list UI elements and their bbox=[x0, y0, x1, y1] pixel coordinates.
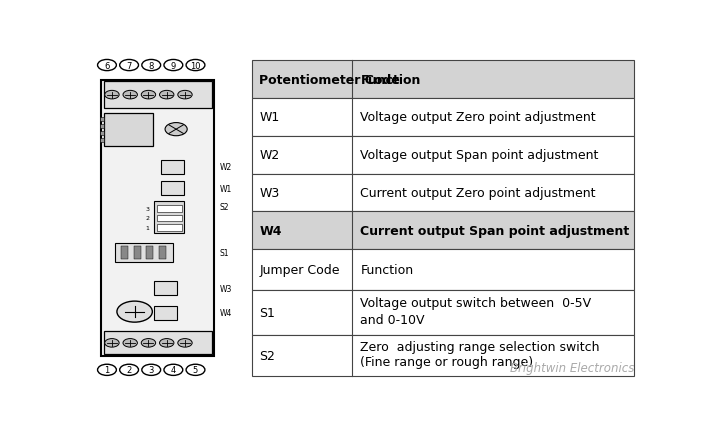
Text: S1: S1 bbox=[259, 306, 275, 319]
Bar bbox=[253, 136, 634, 174]
Bar bbox=[100, 132, 104, 136]
Bar bbox=[253, 61, 634, 99]
Text: S2: S2 bbox=[259, 349, 275, 362]
Text: 7: 7 bbox=[126, 61, 132, 70]
Bar bbox=[253, 250, 634, 291]
Text: Zero  adjusting range selection switch: Zero adjusting range selection switch bbox=[361, 340, 600, 353]
Text: 3: 3 bbox=[146, 207, 149, 211]
Bar bbox=[161, 181, 184, 196]
Circle shape bbox=[159, 91, 174, 100]
Text: 4: 4 bbox=[171, 366, 176, 374]
Text: W1: W1 bbox=[219, 184, 231, 193]
Circle shape bbox=[141, 339, 156, 347]
Text: 2: 2 bbox=[126, 366, 131, 374]
Circle shape bbox=[123, 339, 137, 347]
Text: W1: W1 bbox=[259, 111, 279, 124]
Text: Jumper Code: Jumper Code bbox=[259, 264, 340, 276]
Text: 6: 6 bbox=[104, 61, 110, 70]
Text: and 0-10V: and 0-10V bbox=[361, 313, 425, 326]
Bar bbox=[161, 160, 184, 174]
Text: 3: 3 bbox=[149, 366, 154, 374]
Bar bbox=[104, 82, 211, 109]
Bar bbox=[104, 113, 154, 146]
Text: 2: 2 bbox=[146, 216, 149, 221]
Bar bbox=[100, 139, 104, 143]
Bar bbox=[101, 81, 213, 356]
Text: 9: 9 bbox=[171, 61, 176, 70]
Bar bbox=[159, 246, 166, 259]
Bar bbox=[253, 99, 634, 136]
Text: W2: W2 bbox=[259, 149, 279, 162]
Circle shape bbox=[117, 302, 152, 322]
Text: W4: W4 bbox=[259, 224, 281, 237]
Text: Potentiometer Code: Potentiometer Code bbox=[259, 73, 400, 86]
Bar bbox=[154, 306, 177, 320]
Text: 5: 5 bbox=[193, 366, 198, 374]
Text: W2: W2 bbox=[219, 163, 231, 172]
Bar bbox=[100, 118, 104, 121]
Bar bbox=[253, 291, 634, 335]
Text: (Fine range or rough range): (Fine range or rough range) bbox=[361, 355, 533, 368]
Circle shape bbox=[123, 91, 137, 100]
Bar bbox=[154, 282, 177, 296]
Text: Function: Function bbox=[361, 73, 421, 86]
Text: Brightwin Electronics: Brightwin Electronics bbox=[510, 361, 634, 374]
Bar bbox=[157, 225, 181, 231]
Bar bbox=[134, 246, 141, 259]
Text: Voltage output Span point adjustment: Voltage output Span point adjustment bbox=[361, 149, 599, 162]
Text: W4: W4 bbox=[219, 309, 231, 318]
Bar bbox=[100, 124, 104, 129]
Bar bbox=[253, 212, 634, 250]
Bar bbox=[104, 331, 211, 354]
Text: Function: Function bbox=[361, 264, 413, 276]
Text: S1: S1 bbox=[219, 248, 228, 257]
Text: S2: S2 bbox=[219, 202, 228, 211]
Bar bbox=[253, 335, 634, 376]
Text: Voltage output switch between  0-5V: Voltage output switch between 0-5V bbox=[361, 296, 591, 309]
Circle shape bbox=[141, 91, 156, 100]
Bar bbox=[115, 243, 174, 263]
Bar bbox=[146, 246, 154, 259]
Circle shape bbox=[178, 91, 192, 100]
Circle shape bbox=[165, 123, 187, 136]
Circle shape bbox=[159, 339, 174, 347]
Text: W3: W3 bbox=[259, 187, 279, 199]
Text: Current output Span point adjustment: Current output Span point adjustment bbox=[361, 224, 630, 237]
Text: W3: W3 bbox=[219, 284, 231, 293]
Bar bbox=[157, 206, 181, 212]
Bar bbox=[157, 215, 181, 222]
Text: 1: 1 bbox=[146, 225, 149, 230]
Bar bbox=[154, 202, 184, 233]
Text: Voltage output Zero point adjustment: Voltage output Zero point adjustment bbox=[361, 111, 596, 124]
Text: 1: 1 bbox=[104, 366, 109, 374]
Text: 8: 8 bbox=[149, 61, 154, 70]
Circle shape bbox=[105, 339, 119, 347]
Circle shape bbox=[105, 91, 119, 100]
Bar bbox=[121, 246, 128, 259]
Circle shape bbox=[178, 339, 192, 347]
Bar bbox=[253, 174, 634, 212]
Text: Current output Zero point adjustment: Current output Zero point adjustment bbox=[361, 187, 596, 199]
Text: 10: 10 bbox=[190, 61, 201, 70]
